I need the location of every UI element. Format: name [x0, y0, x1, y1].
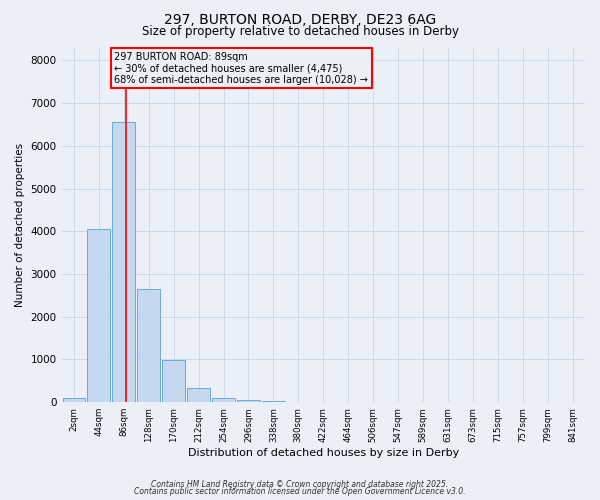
Text: 297 BURTON ROAD: 89sqm
← 30% of detached houses are smaller (4,475)
68% of semi-: 297 BURTON ROAD: 89sqm ← 30% of detached…	[115, 52, 368, 85]
Text: Contains HM Land Registry data © Crown copyright and database right 2025.: Contains HM Land Registry data © Crown c…	[151, 480, 449, 489]
Bar	[187, 388, 210, 402]
Y-axis label: Number of detached properties: Number of detached properties	[15, 143, 25, 307]
Bar	[88, 229, 110, 402]
Text: 297, BURTON ROAD, DERBY, DE23 6AG: 297, BURTON ROAD, DERBY, DE23 6AG	[164, 12, 436, 26]
Bar	[62, 398, 85, 402]
Bar	[237, 400, 260, 402]
Bar	[112, 122, 136, 402]
X-axis label: Distribution of detached houses by size in Derby: Distribution of detached houses by size …	[188, 448, 459, 458]
Text: Contains public sector information licensed under the Open Government Licence v3: Contains public sector information licen…	[134, 487, 466, 496]
Bar	[262, 401, 285, 402]
Text: Size of property relative to detached houses in Derby: Size of property relative to detached ho…	[142, 25, 458, 38]
Bar	[162, 360, 185, 402]
Bar	[137, 289, 160, 402]
Bar	[212, 398, 235, 402]
